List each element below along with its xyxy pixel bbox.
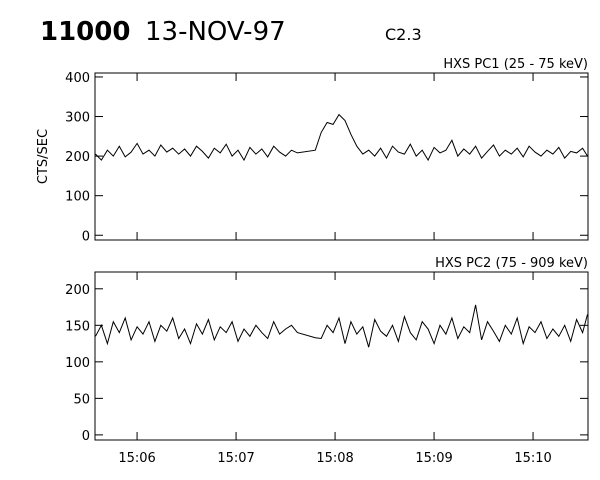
x-tick-label: 15:07	[217, 451, 254, 466]
header-number: 11000	[40, 17, 130, 47]
y-tick-label: 0	[82, 429, 90, 444]
panel-title: HXS PC2 (75 - 909 keV)	[435, 256, 588, 271]
y-tick-label: 50	[73, 392, 90, 407]
y-axis-label: CTS/SEC	[36, 129, 51, 184]
data-line	[95, 113, 588, 162]
header-date: 13-NOV-97	[145, 17, 286, 47]
x-tick-label: 15:10	[514, 451, 551, 466]
y-tick-label: 200	[65, 150, 90, 165]
y-tick-label: 100	[65, 190, 90, 205]
header-class: C2.3	[385, 25, 422, 44]
x-tick-label: 15:06	[118, 451, 155, 466]
plot-frame	[94, 271, 589, 441]
y-tick-label: 100	[65, 356, 90, 371]
y-tick-label: 0	[82, 229, 90, 244]
plot-frame	[94, 72, 589, 241]
y-tick-label: 400	[65, 71, 90, 86]
y-tick-label: 150	[65, 319, 90, 334]
x-tick-label: 15:09	[415, 451, 452, 466]
data-line	[95, 304, 588, 348]
panel-title: HXS PC1 (25 - 75 keV)	[443, 57, 588, 72]
y-tick-label: 200	[65, 283, 90, 298]
y-tick-label: 300	[65, 111, 90, 126]
x-tick-label: 15:08	[316, 451, 353, 466]
